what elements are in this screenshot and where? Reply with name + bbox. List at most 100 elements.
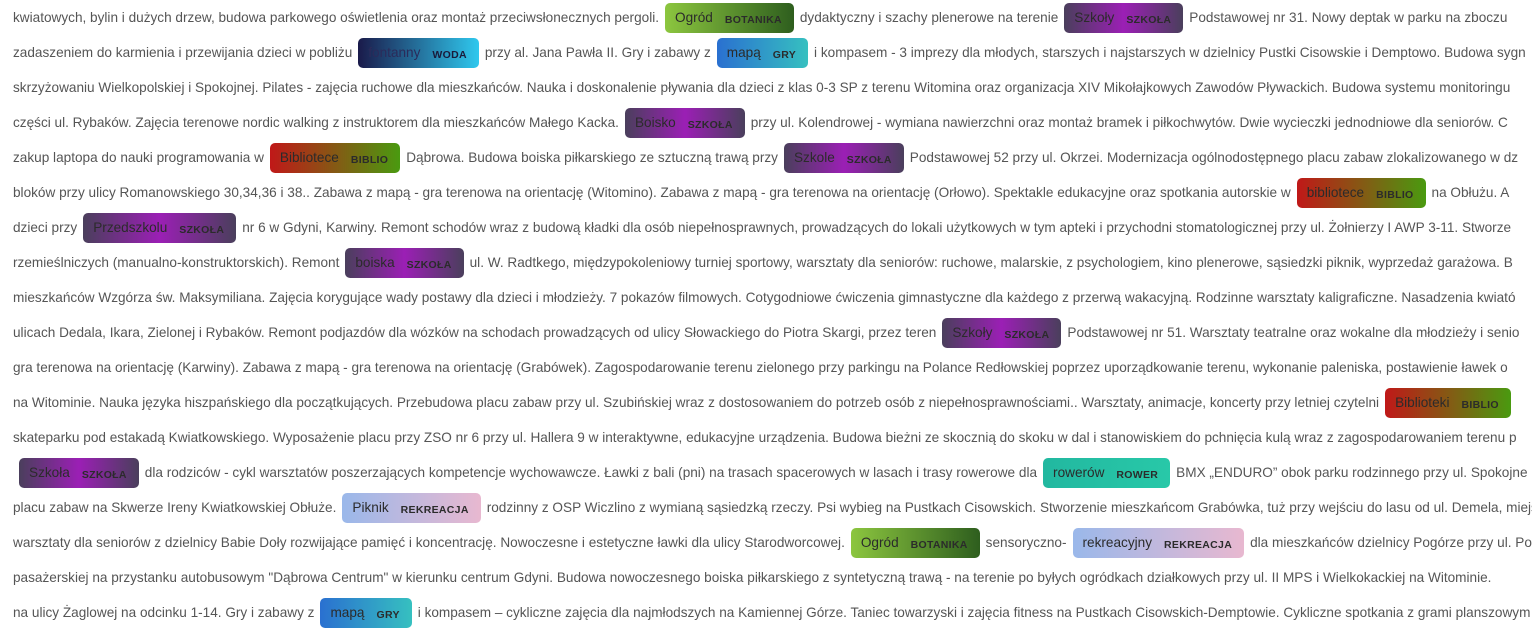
keyword-tag-category: SZKOŁA: [179, 224, 225, 236]
keyword-tag-category: SZKOŁA: [81, 469, 127, 481]
keyword-tag-word: rekreacyjny: [1082, 535, 1153, 550]
text-line: warsztaty dla seniorów z dzielnicy Babie…: [13, 525, 1532, 560]
body-text: na ulicy Żaglowej na odcinku 1-14. Gry i…: [13, 605, 315, 620]
text-line: skateparku pod estakadą Kwiatkowskiego. …: [13, 420, 1517, 455]
keyword-tag-category: REKREACJA: [400, 504, 469, 516]
body-text: sensoryczno-: [985, 535, 1067, 550]
body-text: rzemieślniczych (manualno-konstruktorski…: [13, 255, 340, 270]
keyword-tag-szkoła[interactable]: Boisko SZKOŁA: [624, 107, 745, 138]
text-line: kwiatowych, bylin i dużych drzew, budowa…: [13, 0, 1507, 35]
keyword-tag-word: mapą: [726, 45, 761, 60]
keyword-tag-word: fontanny: [368, 45, 421, 60]
body-text: Dąbrowa. Budowa boiska piłkarskiego ze s…: [406, 150, 778, 165]
keyword-tag-word: Szkole: [793, 150, 835, 165]
text-line: dzieci przy Przedszkolu SZKOŁA nr 6 w Gdyni…: [13, 210, 1511, 245]
keyword-tag-category: ROWER: [1116, 469, 1159, 481]
body-text: i kompasem – cykliczne zajęcia dla najmł…: [417, 605, 1531, 620]
text-line: rzemieślniczych (manualno-konstruktorski…: [13, 245, 1513, 280]
body-text: dla mieszkańców dzielnicy Pogórze przy u…: [1250, 535, 1532, 550]
body-text: ul. W. Radtkego, międzypokoleniowy turni…: [469, 255, 1513, 270]
keyword-tag-category: BIBLIO: [350, 154, 389, 166]
body-text: zadaszeniem do karmienia i przewijania d…: [13, 45, 353, 60]
keyword-tag-word: Szkoła: [29, 465, 70, 480]
keyword-tag-szkoła[interactable]: Szkoły SZKOŁA: [942, 317, 1062, 348]
keyword-tag-woda[interactable]: fontanny WODA: [358, 37, 479, 68]
keyword-tag-biblio[interactable]: Bibliotece BIBLIO: [269, 142, 401, 173]
body-text: na Obłużu. A: [1431, 185, 1510, 200]
keyword-tag-word: Bibliotece: [279, 150, 339, 165]
keyword-tag-category: REKREACJA: [1164, 539, 1233, 551]
keyword-tag-word: Piknik: [352, 500, 389, 515]
keyword-tag-gry[interactable]: mapą GRY: [716, 37, 809, 68]
keyword-tag-category: SZKOŁA: [406, 259, 452, 271]
keyword-tag-category: BIBLIO: [1461, 399, 1499, 411]
keyword-tag-word: Ogród: [675, 10, 713, 25]
keyword-tag-rekreacja[interactable]: rekreacyjny REKREACJA: [1072, 527, 1245, 558]
body-text: gra terenowa na orientację (Karwiny). Za…: [13, 360, 1508, 375]
body-text: ulicach Dedala, Ikara, Zielonej i Rybakó…: [13, 325, 937, 340]
body-text: BMX „ENDURO” obok parku rodzinnego przy …: [1176, 465, 1528, 480]
body-text: dla rodziców - cykl warsztatów poszerzaj…: [144, 465, 1038, 480]
body-text: bloków przy ulicy Romanowskiego 30,34,36…: [13, 185, 1291, 200]
body-text: dydaktyczny i szachy plenerowe na tereni…: [799, 10, 1059, 25]
text-line: ulicach Dedala, Ikara, Zielonej i Rybakó…: [13, 315, 1519, 350]
keyword-tag-word: mapą: [330, 605, 365, 620]
keyword-tag-word: Ogród: [860, 535, 899, 550]
keyword-tag-word: Szkoły: [952, 325, 993, 340]
keyword-tag-botanika[interactable]: Ogród BOTANIKA: [850, 527, 980, 558]
keyword-tag-category: BIBLIO: [1376, 189, 1414, 201]
keyword-tag-category: SZKOŁA: [846, 154, 892, 166]
keyword-tag-szkoła[interactable]: Szkoła SZKOŁA: [19, 457, 139, 488]
keyword-tag-szkoła[interactable]: Szkole SZKOŁA: [783, 142, 904, 173]
keyword-tag-word: Szkoły: [1074, 10, 1115, 25]
keyword-tag-szkoła[interactable]: Szkoły SZKOŁA: [1064, 2, 1184, 33]
body-text: i kompasem - 3 imprezy dla młodych, star…: [814, 45, 1526, 60]
text-line: na Witominie. Nauka języka hiszpańskiego…: [13, 385, 1517, 420]
body-text: rodzinny z OSP Wiczlino z wymianą sąsied…: [486, 500, 1532, 515]
keyword-tag-szkoła[interactable]: Przedszkolu SZKOŁA: [83, 212, 237, 243]
body-text: na Witominie. Nauka języka hiszpańskiego…: [13, 395, 1380, 410]
keyword-tag-botanika[interactable]: Ogród BOTANIKA: [665, 2, 794, 33]
body-text: części ul. Rybaków. Zajęcia terenowe nor…: [13, 115, 619, 130]
keyword-tag-biblio[interactable]: bibliotece BIBLIO: [1296, 177, 1426, 208]
body-text: mieszkańców Wzgórza św. Maksymiliana. Za…: [13, 290, 1516, 305]
text-line: zakup laptopa do nauki programowania w Bi…: [13, 140, 1518, 175]
keyword-tag-category: SZKOŁA: [687, 119, 733, 131]
text-line: mieszkańców Wzgórza św. Maksymiliana. Za…: [13, 280, 1516, 315]
body-text: przy ul. Kolendrowej - wymiana nawierzch…: [750, 115, 1508, 130]
keyword-tag-word: boiska: [355, 255, 395, 270]
text-line: bloków przy ulicy Romanowskiego 30,34,36…: [13, 175, 1509, 210]
body-text: warsztaty dla seniorów z dzielnicy Babie…: [13, 535, 845, 550]
keyword-tag-category: SZKOŁA: [1126, 14, 1172, 26]
text-line: skrzyżowaniu Wielkopolskiej i Spokojnej.…: [13, 70, 1510, 105]
body-text: skateparku pod estakadą Kwiatkowskiego. …: [13, 430, 1517, 445]
body-text: kwiatowych, bylin i dużych drzew, budowa…: [13, 10, 660, 25]
keyword-tag-szkoła[interactable]: boiska SZKOŁA: [345, 247, 464, 278]
keyword-tag-biblio[interactable]: Biblioteki BIBLIO: [1385, 387, 1511, 418]
keyword-tag-rekreacja[interactable]: Piknik REKREACJA: [342, 492, 481, 523]
text-line: Szkoła SZKOŁA dla rodziców - cykl warsztat…: [13, 455, 1528, 490]
keyword-tag-word: Przedszkolu: [93, 220, 168, 235]
text-line: pasażerskiej na przystanku autobusowym "…: [13, 560, 1491, 595]
text-line: zadaszeniem do karmienia i przewijania d…: [13, 35, 1526, 70]
keyword-tag-word: Biblioteki: [1395, 395, 1450, 410]
text-line: gra terenowa na orientację (Karwiny). Za…: [13, 350, 1508, 385]
body-text: skrzyżowaniu Wielkopolskiej i Spokojnej.…: [13, 80, 1511, 95]
keyword-tag-word: Boisko: [634, 115, 676, 130]
keyword-tag-rower[interactable]: rowerów ROWER: [1043, 457, 1171, 488]
body-text: Podstawowej nr 31. Nowy deptak w parku n…: [1189, 10, 1508, 25]
keyword-tag-word: bibliotece: [1306, 185, 1365, 200]
keyword-tag-category: BOTANIKA: [724, 14, 782, 26]
text-line: na ulicy Żaglowej na odcinku 1-14. Gry i…: [13, 595, 1530, 629]
body-text: Podstawowej nr 51. Warsztaty teatralne o…: [1067, 325, 1520, 340]
text-line: części ul. Rybaków. Zajęcia terenowe nor…: [13, 105, 1508, 140]
keyword-tag-category: BOTANIKA: [910, 539, 968, 551]
body-text: dzieci przy: [13, 220, 78, 235]
body-text: przy al. Jana Pawła II. Gry i zabawy z: [484, 45, 711, 60]
body-text: zakup laptopa do nauki programowania w: [13, 150, 264, 165]
keyword-tag-gry[interactable]: mapą GRY: [320, 597, 412, 628]
body-text: Podstawowej 52 przy ul. Okrzei. Moderniz…: [909, 150, 1519, 165]
text-line: placu zabaw na Skwerze Ireny Kwiatkowski…: [13, 490, 1532, 525]
keyword-tag-category: WODA: [432, 49, 467, 61]
